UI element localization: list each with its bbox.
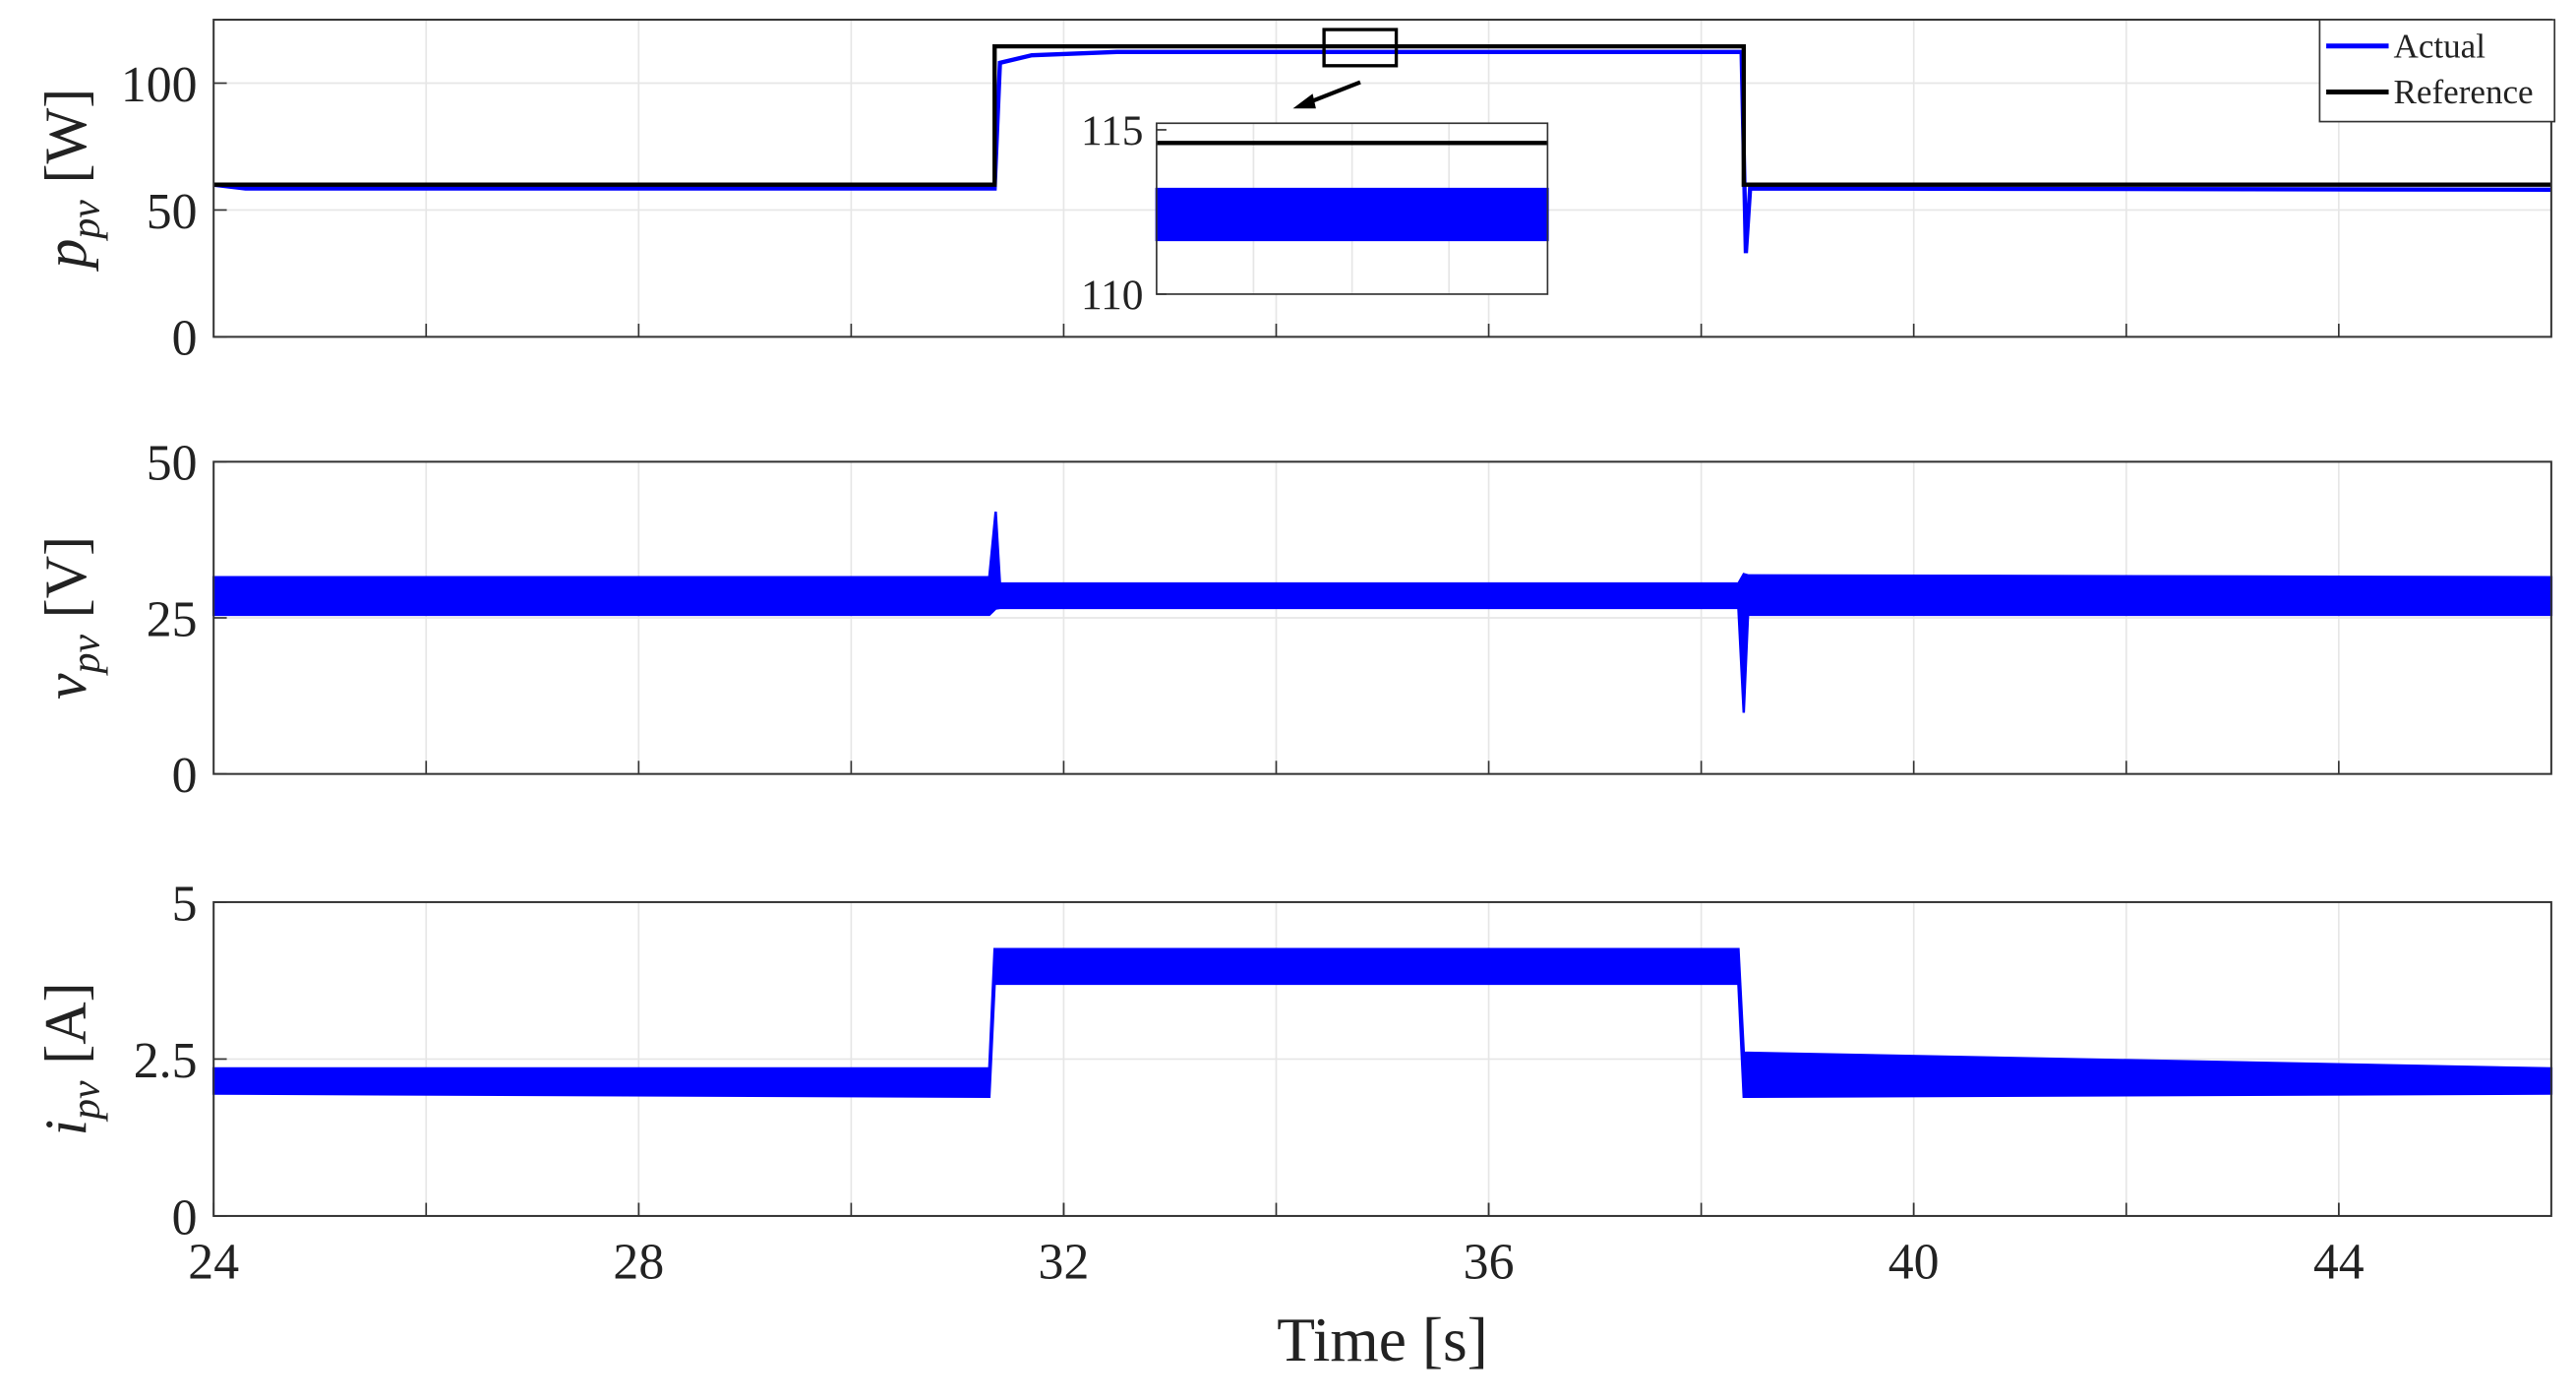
axes-frame [212, 900, 2552, 1217]
zoom-arrow [1305, 80, 1361, 106]
y-label-unit: [W] [33, 89, 99, 184]
y-label-symbol: p [33, 239, 99, 273]
x-tick-label: 40 [1888, 1234, 1940, 1290]
x-tick-label: 32 [1039, 1234, 1090, 1290]
y-label-subscript: pv [63, 200, 108, 242]
y-tick-label: 0 [172, 311, 198, 367]
y-label-symbol: i [33, 1120, 99, 1136]
legend: Actual Reference [2318, 19, 2556, 123]
line [212, 49, 2551, 254]
y-label-symbol: v [33, 673, 99, 700]
legend-box [2318, 19, 2556, 123]
y-tick-label: 50 [147, 436, 198, 492]
y-label-subscript: pv [63, 1080, 108, 1123]
zoom-arrow-head [1292, 93, 1316, 109]
y-tick-label: 25 [147, 591, 198, 647]
y-label-unit: [A] [33, 982, 99, 1064]
subplot: 0 2.5 5 24 28 32 36 40 44 ipv [A] Time [s] [33, 876, 2553, 1374]
y-axis-label: ipv [A] [33, 982, 108, 1135]
zoom-box [1322, 28, 1399, 68]
x-tick-label: 44 [2313, 1234, 2365, 1290]
y-tick-label: 0 [172, 1189, 198, 1246]
inset: 110 115 [1081, 28, 1549, 319]
inset-y-tick-label: 110 [1081, 272, 1143, 319]
x-tick-label: 36 [1464, 1234, 1515, 1290]
y-tick-label: 2.5 [134, 1033, 198, 1089]
data-layer [212, 43, 2551, 254]
subplot: 0 50 100 ppv [W] Actual Reference 110 115 [33, 19, 2556, 367]
y-label-unit: [V] [33, 536, 99, 618]
y-tick-label: 0 [172, 748, 198, 804]
y-axis-label: ppv [W] [33, 89, 108, 273]
inset-y-tick-label: 115 [1081, 107, 1143, 154]
line [213, 43, 2551, 187]
x-tick-label: 24 [188, 1234, 239, 1290]
legend-label: Actual [2394, 27, 2486, 65]
axes-frame [212, 19, 2552, 338]
subplot: 0 25 50 vpv [V] [33, 436, 2553, 804]
y-tick-label: 100 [121, 57, 198, 113]
y-tick-label: 50 [147, 184, 198, 240]
noise-band [1155, 187, 1549, 242]
y-label-subscript: pv [63, 635, 108, 677]
x-tick-label: 28 [613, 1234, 664, 1290]
inset-frame [1156, 122, 1549, 295]
axes-frame [212, 460, 2552, 775]
x-axis-label: Time [s] [1277, 1305, 1488, 1374]
legend-label: Reference [2394, 73, 2534, 111]
y-axis-label: vpv [V] [33, 536, 108, 700]
y-tick-label: 5 [172, 876, 198, 932]
